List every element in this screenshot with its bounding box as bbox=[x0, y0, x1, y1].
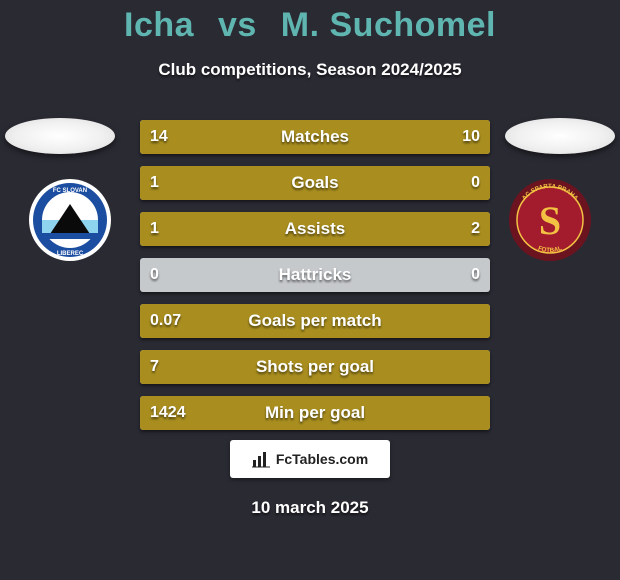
stat-row: 0.07Goals per match bbox=[140, 304, 490, 338]
brand-badge: FcTables.com bbox=[230, 440, 390, 478]
sparta-praha-logo-icon: S AC SPARTA PRAHA FOTBAL bbox=[500, 178, 600, 262]
vs-label: vs bbox=[218, 6, 257, 44]
stats-bars: 1410Matches 10Goals 12Assists 00Hattricks 0.… bbox=[140, 120, 490, 442]
subtitle: Club competitions, Season 2024/2025 bbox=[0, 60, 620, 80]
player2-avatar-placeholder bbox=[505, 118, 615, 154]
player2-name: M. Suchomel bbox=[281, 6, 496, 44]
svg-text:FC SLOVAN: FC SLOVAN bbox=[53, 188, 87, 194]
bar-chart-icon bbox=[252, 450, 270, 468]
brand-text: FcTables.com bbox=[276, 451, 368, 467]
stat-row: 1424Min per goal bbox=[140, 396, 490, 430]
player2-club-logo: S AC SPARTA PRAHA FOTBAL bbox=[500, 178, 600, 262]
stat-row: 10Goals bbox=[140, 166, 490, 200]
svg-text:S: S bbox=[539, 198, 561, 243]
player1-name: Icha bbox=[124, 6, 194, 44]
stat-row: 1410Matches bbox=[140, 120, 490, 154]
stat-row: 7Shots per goal bbox=[140, 350, 490, 384]
svg-text:LIBEREC: LIBEREC bbox=[57, 251, 84, 257]
comparison-title: Icha vs M. Suchomel bbox=[0, 6, 620, 45]
player1-avatar-placeholder bbox=[5, 118, 115, 154]
player1-club-logo: FC SLOVAN LIBEREC bbox=[20, 178, 120, 262]
stat-row: 12Assists bbox=[140, 212, 490, 246]
footer-date: 10 march 2025 bbox=[0, 498, 620, 518]
slovan-liberec-logo-icon: FC SLOVAN LIBEREC bbox=[20, 178, 120, 262]
stat-row: 00Hattricks bbox=[140, 258, 490, 292]
